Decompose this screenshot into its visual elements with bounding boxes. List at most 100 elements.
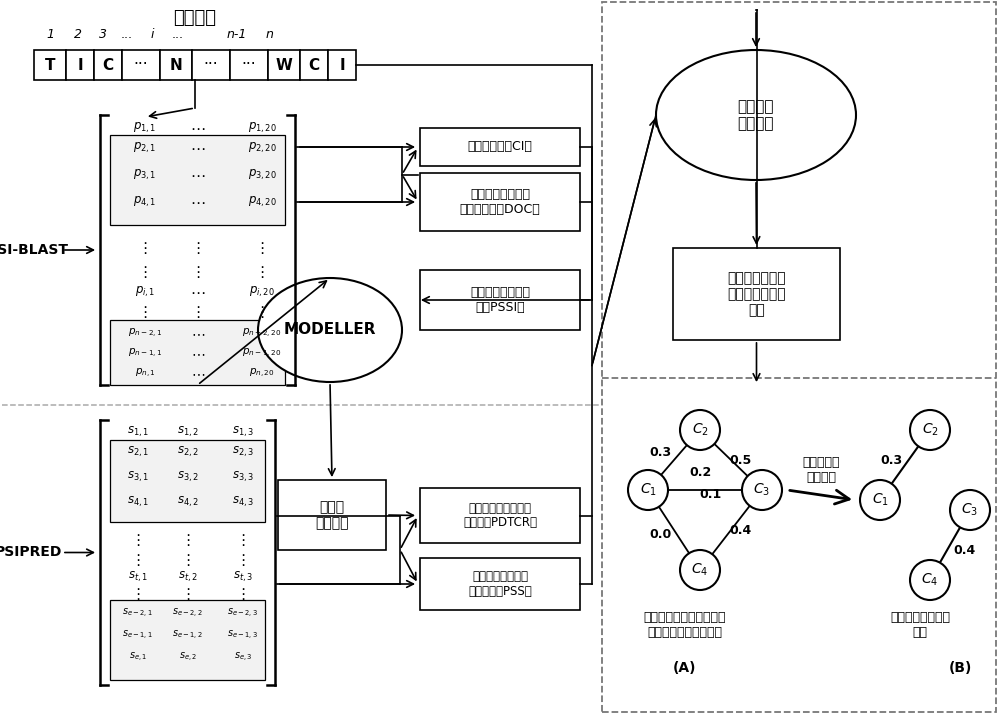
FancyBboxPatch shape	[122, 50, 160, 80]
Text: 0.4: 0.4	[730, 523, 752, 536]
Text: $s_{3,3}$: $s_{3,3}$	[232, 470, 254, 484]
Text: $s_{e-1,1}$: $s_{e-1,1}$	[122, 628, 154, 642]
Circle shape	[910, 410, 950, 450]
FancyBboxPatch shape	[230, 50, 268, 80]
FancyBboxPatch shape	[300, 50, 328, 80]
Text: 0.2: 0.2	[689, 466, 711, 480]
Text: $s_{e,1}$: $s_{e,1}$	[129, 650, 147, 663]
Text: $C_4$: $C_4$	[921, 572, 939, 588]
Text: $s_{t,2}$: $s_{t,2}$	[178, 570, 198, 584]
Text: $s_{e-2,1}$: $s_{e-2,1}$	[122, 606, 154, 620]
FancyBboxPatch shape	[673, 248, 840, 340]
FancyBboxPatch shape	[110, 600, 265, 680]
Text: ⋮: ⋮	[180, 533, 196, 548]
Text: ⋮: ⋮	[235, 553, 251, 568]
Text: (B): (B)	[948, 661, 972, 675]
Text: 半胱氨酸在序列中
的距离特征（DOC）: 半胱氨酸在序列中 的距离特征（DOC）	[460, 188, 540, 216]
Text: ...: ...	[172, 29, 184, 41]
Text: 0.3: 0.3	[649, 446, 671, 458]
Text: ⋮: ⋮	[130, 553, 146, 568]
Circle shape	[950, 490, 990, 530]
Text: $s_{e,3}$: $s_{e,3}$	[234, 650, 252, 663]
Text: ⋮: ⋮	[130, 533, 146, 548]
Text: $p_{1,1}$: $p_{1,1}$	[133, 121, 157, 135]
Text: $p_{n-2,20}$: $p_{n-2,20}$	[242, 326, 282, 340]
Text: ···: ···	[134, 58, 148, 73]
FancyBboxPatch shape	[110, 440, 265, 522]
Text: ⋮: ⋮	[137, 241, 153, 256]
Text: $C_1$: $C_1$	[872, 492, 888, 508]
Text: $p_{1,20}$: $p_{1,20}$	[248, 121, 276, 135]
Text: n: n	[266, 29, 274, 41]
Text: ⋮: ⋮	[180, 553, 196, 568]
FancyBboxPatch shape	[278, 480, 386, 550]
Text: $s_{e-2,2}$: $s_{e-2,2}$	[172, 606, 204, 620]
Text: 0.0: 0.0	[649, 528, 671, 541]
FancyBboxPatch shape	[94, 50, 122, 80]
Text: $\cdots$: $\cdots$	[190, 121, 206, 135]
FancyBboxPatch shape	[110, 135, 285, 225]
FancyBboxPatch shape	[34, 50, 66, 80]
Text: 位置特异性得分矩
阵（PSSⅠ）: 位置特异性得分矩 阵（PSSⅠ）	[470, 286, 530, 314]
Text: $C_4$: $C_4$	[691, 562, 709, 578]
Text: ⋮: ⋮	[137, 304, 153, 319]
FancyBboxPatch shape	[160, 50, 192, 80]
Text: $C_1$: $C_1$	[640, 482, 656, 498]
Text: 所有可能的半胱氨酸对形
成二硫键的倾向性得分: 所有可能的半胱氨酸对形 成二硫键的倾向性得分	[644, 611, 726, 639]
Text: $s_{4,2}$: $s_{4,2}$	[177, 495, 199, 509]
Text: $\cdots$: $\cdots$	[190, 195, 206, 209]
Text: $p_{n-2,1}$: $p_{n-2,1}$	[128, 326, 162, 340]
Text: $p_{n-1,20}$: $p_{n-1,20}$	[242, 346, 282, 360]
Text: $s_{2,1}$: $s_{2,1}$	[127, 445, 149, 459]
Text: $C_2$: $C_2$	[692, 422, 708, 438]
Text: $p_{4,1}$: $p_{4,1}$	[133, 195, 157, 209]
Text: 2: 2	[74, 29, 82, 41]
Text: 预测的半胱氨酸对距
离特征（PDTCR）: 预测的半胱氨酸对距 离特征（PDTCR）	[463, 501, 537, 530]
Text: $s_{1,2}$: $s_{1,2}$	[177, 425, 199, 439]
Text: PSI-BLAST: PSI-BLAST	[0, 243, 68, 257]
Text: 0.4: 0.4	[953, 543, 975, 556]
Text: N: N	[170, 58, 182, 73]
FancyBboxPatch shape	[420, 488, 580, 543]
Text: $\cdots$: $\cdots$	[191, 366, 205, 380]
Text: 0.5: 0.5	[730, 453, 752, 466]
Text: ...: ...	[121, 29, 133, 41]
Circle shape	[680, 410, 720, 450]
Text: $s_{t,3}$: $s_{t,3}$	[233, 570, 253, 584]
Text: ⋮: ⋮	[180, 586, 196, 601]
Text: 0.3: 0.3	[880, 453, 902, 466]
Text: $s_{e-2,3}$: $s_{e-2,3}$	[227, 606, 259, 620]
Text: 蛋白质
三维结构: 蛋白质 三维结构	[315, 500, 349, 530]
Text: 随机森林
回归模型: 随机森林 回归模型	[738, 99, 774, 131]
Text: 选取得分最
高的模式: 选取得分最 高的模式	[802, 456, 840, 484]
Text: $p_{2,1}$: $p_{2,1}$	[133, 141, 157, 155]
Text: ···: ···	[204, 58, 218, 73]
Text: ⋮: ⋮	[190, 304, 206, 319]
FancyBboxPatch shape	[420, 558, 580, 610]
Text: 预测的二硫键连接
模式: 预测的二硫键连接 模式	[890, 611, 950, 639]
FancyBboxPatch shape	[420, 173, 580, 231]
Text: $C_3$: $C_3$	[753, 482, 771, 498]
Text: ⋮: ⋮	[130, 586, 146, 601]
Text: ⋮: ⋮	[235, 533, 251, 548]
FancyBboxPatch shape	[420, 128, 580, 166]
Text: $p_{n,20}$: $p_{n,20}$	[249, 366, 275, 380]
Text: $s_{e-1,3}$: $s_{e-1,3}$	[227, 628, 259, 642]
Text: $s_{e,2}$: $s_{e,2}$	[179, 650, 197, 663]
FancyBboxPatch shape	[192, 50, 230, 80]
Text: $p_{i,1}$: $p_{i,1}$	[135, 285, 155, 299]
Text: I: I	[339, 58, 345, 73]
Text: ···: ···	[242, 58, 256, 73]
Text: $\cdots$: $\cdots$	[191, 326, 205, 340]
Text: PSIPRED: PSIPRED	[0, 545, 62, 560]
Text: ⋮: ⋮	[190, 241, 206, 256]
Circle shape	[860, 480, 900, 520]
Text: MODELLER: MODELLER	[284, 323, 376, 338]
FancyBboxPatch shape	[268, 50, 300, 80]
Circle shape	[910, 560, 950, 600]
Text: $s_{t,1}$: $s_{t,1}$	[128, 570, 148, 584]
FancyBboxPatch shape	[602, 2, 996, 712]
Text: C: C	[102, 58, 114, 73]
FancyBboxPatch shape	[110, 320, 285, 385]
Text: $\cdots$: $\cdots$	[191, 346, 205, 360]
